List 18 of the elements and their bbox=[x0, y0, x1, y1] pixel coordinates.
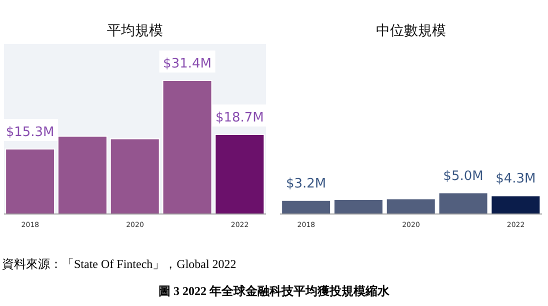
data-label: $5.0M bbox=[443, 168, 484, 184]
bar bbox=[490, 195, 541, 214]
data-label: $18.7M bbox=[215, 110, 264, 126]
data-label: $15.3M bbox=[6, 124, 54, 140]
bar bbox=[5, 148, 56, 214]
bar bbox=[333, 199, 384, 214]
data-label: $4.3M bbox=[496, 172, 536, 187]
chart-title: 平均規模 bbox=[106, 22, 164, 40]
source-note: 資料來源：「State Of Fintech」，Global 2022 bbox=[2, 256, 238, 273]
bar bbox=[386, 198, 436, 214]
caption: 圖 3 2022 年全球金融科技平均獲投規模縮水 bbox=[158, 283, 390, 300]
bar bbox=[281, 200, 332, 214]
data-label: $31.4M bbox=[163, 56, 212, 72]
bar bbox=[438, 192, 488, 214]
chart-title: 中位數規模 bbox=[375, 22, 447, 40]
data-label: $3.2M bbox=[286, 176, 326, 192]
bar bbox=[110, 138, 160, 214]
bar bbox=[214, 134, 265, 214]
